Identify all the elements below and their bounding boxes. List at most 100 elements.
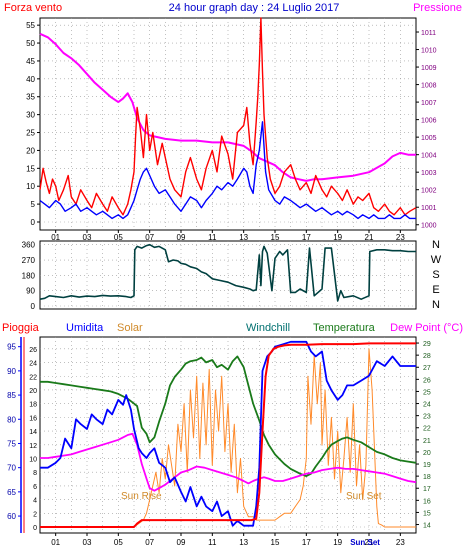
rain-tick-label: 6: [33, 484, 37, 491]
temperature-tick-label: 17: [423, 486, 431, 493]
rain-tick-label: 22: [29, 374, 37, 381]
direction-tick-label: 360: [22, 241, 36, 250]
time-tick-label: 09: [177, 538, 186, 547]
pressure-tick-label: 1004: [421, 153, 437, 160]
wind-tick-label: 45: [26, 57, 35, 66]
time-tick-label: 05: [114, 538, 123, 547]
time-tick-label: 19: [333, 233, 342, 242]
rain-tick-label: 16: [29, 415, 37, 422]
dewpoint-line: [40, 432, 417, 492]
time-tick-label: 01: [51, 538, 60, 547]
rain-tick-label: 12: [29, 443, 37, 450]
rain-label: Pioggia: [2, 322, 40, 334]
temperature-tick-label: 25: [423, 389, 431, 396]
humidity-tick-label: 80: [7, 415, 16, 424]
direction-tick-label: 270: [22, 256, 36, 265]
humidity-tick-label: 95: [7, 343, 16, 352]
temperature-tick-label: 28: [423, 353, 431, 360]
compass-label: W: [431, 254, 442, 266]
time-tick-label: 07: [145, 538, 154, 547]
time-tick-label: 09: [177, 233, 186, 242]
pressure-tick-label: 1011: [421, 30, 436, 37]
weather-axes: 0246810121416182022242660657075808590951…: [7, 337, 431, 533]
compass-label: E: [432, 284, 439, 296]
rain-tick-label: 8: [33, 470, 37, 477]
humidity-tick-label: 65: [7, 488, 16, 497]
direction-tick-label: 90: [26, 287, 35, 296]
wind-direction-series: [39, 243, 416, 302]
bottom-time-axis: 01 03 05 07 09 11 13 15 17 19 21 23 Sun Set: [51, 533, 405, 547]
time-tick-label: 17: [302, 233, 311, 242]
pressure-tick-label: 1009: [421, 65, 437, 72]
time-tick-label: 03: [83, 538, 92, 547]
temperature-tick-label: 22: [423, 426, 431, 433]
temperature-tick-label: 26: [423, 377, 431, 384]
wind-tick-label: 50: [26, 39, 35, 48]
humidity-tick-label: 90: [7, 367, 16, 376]
time-tick-label: 01: [51, 233, 60, 242]
wind-tick-label: 25: [26, 129, 35, 138]
time-tick-label: 15: [271, 538, 280, 547]
direction-tick-label: 180: [22, 271, 36, 280]
temperature-tick-label: 20: [423, 450, 431, 457]
wind-direction-line: [39, 243, 416, 302]
time-tick-label: 23: [396, 233, 405, 242]
humidity-tick-label: 70: [7, 464, 16, 473]
wind-line: [39, 17, 417, 216]
windchill-label: Windchill: [246, 322, 290, 334]
temperature-tick-label: 29: [423, 341, 431, 348]
temperature-label: Temperatura: [313, 322, 376, 334]
time-tick-label: 23: [396, 538, 405, 547]
wind-tick-label: 0: [31, 218, 36, 227]
sunset-annotation: Sun Set: [346, 491, 382, 502]
weather-plot-area: [39, 336, 417, 534]
wind-direction-axis: 0 90 180 270 360: [22, 241, 36, 311]
gust-line: [39, 121, 416, 220]
pressure-tick-label: 1010: [421, 48, 437, 55]
temperature-tick-label: 15: [423, 510, 431, 517]
time-tick-label: 13: [239, 538, 248, 547]
compass-label: N: [432, 239, 440, 251]
rain-line: [40, 342, 416, 528]
wind-tick-label: 15: [26, 164, 35, 173]
compass-label: N: [432, 299, 440, 311]
rain-tick-label: 10: [29, 456, 37, 463]
humidity-label: Umidita: [66, 322, 104, 334]
humidity-tick-label: 60: [7, 512, 16, 521]
pressure-tick-label: 1001: [421, 205, 437, 212]
time-tick-label: 15: [271, 233, 280, 242]
temperature-tick-label: 18: [423, 474, 431, 481]
wind-speed-label: Forza vento: [4, 2, 62, 14]
time-tick-label: 17: [302, 538, 311, 547]
time-tick-label: 19: [333, 538, 342, 547]
rain-tick-label: 4: [33, 498, 37, 505]
wind-speed-axis: 0 5 10 15 20 25 30 35 40 45 50 55: [26, 21, 40, 227]
rain-tick-label: 0: [33, 525, 37, 532]
rain-tick-label: 20: [29, 388, 37, 395]
temperature-tick-label: 21: [423, 438, 431, 445]
wind-tick-label: 35: [26, 93, 35, 102]
sunset-tick-label: Sun Set: [350, 538, 380, 547]
time-tick-label: 11: [208, 233, 217, 242]
rain-tick-label: 24: [29, 361, 37, 368]
temperature-tick-label: 14: [423, 523, 431, 530]
time-tick-label: 21: [365, 538, 374, 547]
humidity-tick-label: 85: [7, 391, 16, 400]
temperature-tick-label: 23: [423, 414, 431, 421]
pressure-tick-label: 1006: [421, 118, 437, 125]
wind-tick-label: 20: [26, 146, 35, 155]
wind-tick-label: 40: [26, 75, 35, 84]
temperature-tick-label: 19: [423, 462, 431, 469]
time-tick-label: 11: [208, 538, 217, 547]
pressure-axis: 1000 1001 1002 1003 1004 1005 1006 1007 1008 1009…: [416, 30, 437, 230]
wind-direction-grid: [40, 241, 416, 309]
chart-title: 24 hour graph day : 24 Luglio 2017: [169, 2, 340, 14]
weather-series: [40, 340, 417, 528]
pressure-tick-label: 1007: [421, 100, 437, 107]
rain-tick-label: 2: [33, 511, 37, 518]
humidity-tick-label: 75: [7, 439, 16, 448]
time-tick-label: 21: [365, 233, 374, 242]
solar-line: [40, 348, 416, 528]
humidity-line: [40, 340, 416, 527]
